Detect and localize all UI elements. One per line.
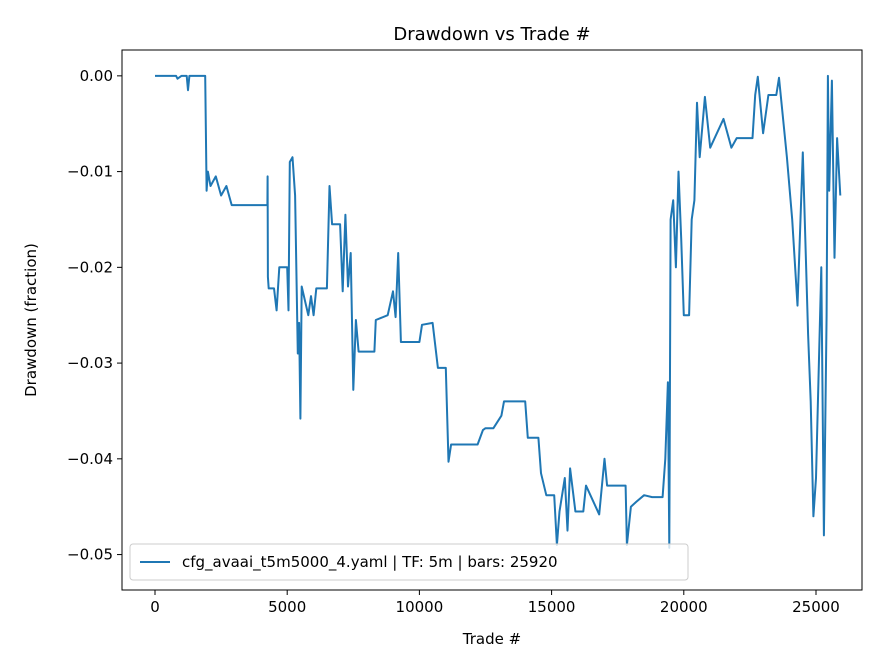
plot-frame	[121, 49, 863, 591]
line-series	[155, 74, 842, 549]
x-tick-label: 20000	[660, 598, 708, 616]
legend-label: cfg_avaai_t5m5000_4.yaml | TF: 5m | bars…	[182, 553, 558, 572]
x-tick-label: 0	[150, 598, 160, 616]
y-axis-label: Drawdown (fraction)	[22, 243, 40, 397]
x-tick-label: 15000	[528, 598, 576, 616]
y-tick-label: −0.05	[67, 546, 113, 564]
y-tick-label: −0.01	[67, 163, 113, 181]
x-tick-label: 5000	[268, 598, 306, 616]
x-tick-label: 10000	[396, 598, 444, 616]
legend-box	[129, 543, 689, 581]
x-axis-label: Trade #	[462, 630, 521, 648]
y-tick-label: −0.04	[67, 450, 113, 468]
y-tick-label: −0.03	[67, 354, 113, 372]
x-tick-label: 25000	[792, 598, 840, 616]
y-tick-label: −0.02	[67, 258, 113, 276]
chart-title: Drawdown vs Trade #	[393, 24, 590, 45]
y-tick-label: 0.00	[80, 67, 113, 85]
